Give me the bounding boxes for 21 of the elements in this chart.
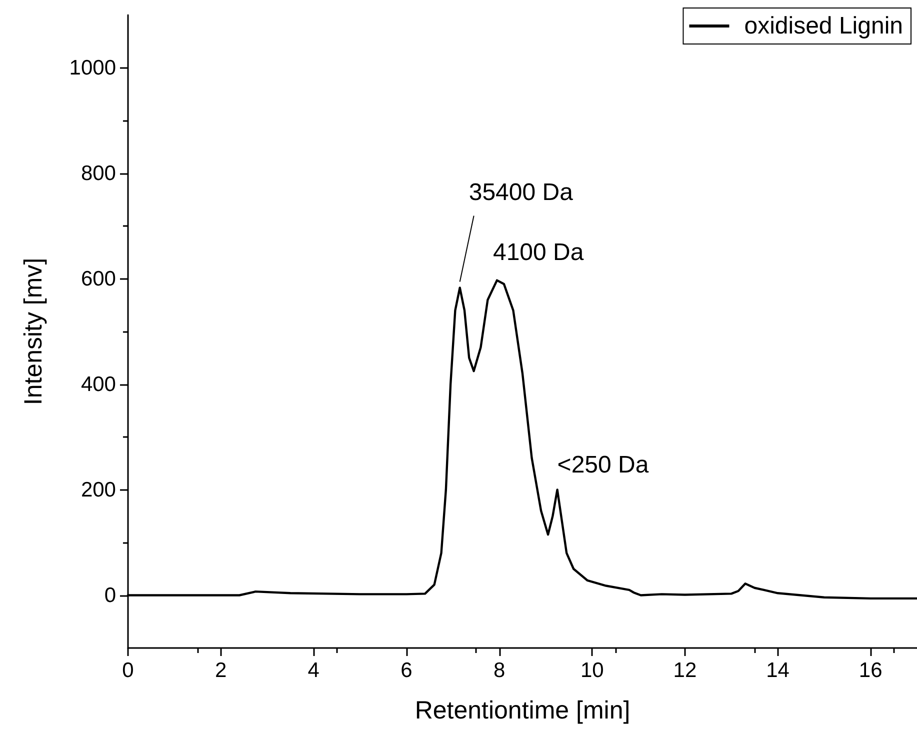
x-tick-label: 10 (580, 659, 604, 682)
annotation: <250 Da (557, 451, 650, 478)
annotation: 4100 Da (492, 238, 584, 266)
x-tick-label: 16 (858, 659, 882, 682)
y-tick-label: 1000 (69, 56, 116, 80)
x-tick-label: 14 (766, 659, 790, 682)
x-tick-label: 2 (214, 659, 227, 682)
x-tick-label: 0 (122, 659, 134, 682)
legend-label: oxidised Lignin (744, 12, 904, 40)
x-tick-label: 4 (308, 659, 320, 682)
x-tick-label: 12 (673, 659, 697, 682)
annotation: 35400 Da (468, 179, 574, 206)
y-tick-label: 400 (80, 372, 116, 396)
x-axis-title: Retentiontime [min] (414, 696, 630, 724)
y-axis-title: Intensity [mv] (20, 258, 48, 406)
y-tick-label: 200 (80, 478, 116, 502)
x-tick-label: 8 (493, 659, 506, 682)
x-tick-label: 6 (400, 659, 412, 682)
y-tick-label: 0 (104, 584, 116, 607)
y-tick-label: 800 (80, 162, 116, 185)
y-tick-label: 600 (80, 267, 116, 290)
